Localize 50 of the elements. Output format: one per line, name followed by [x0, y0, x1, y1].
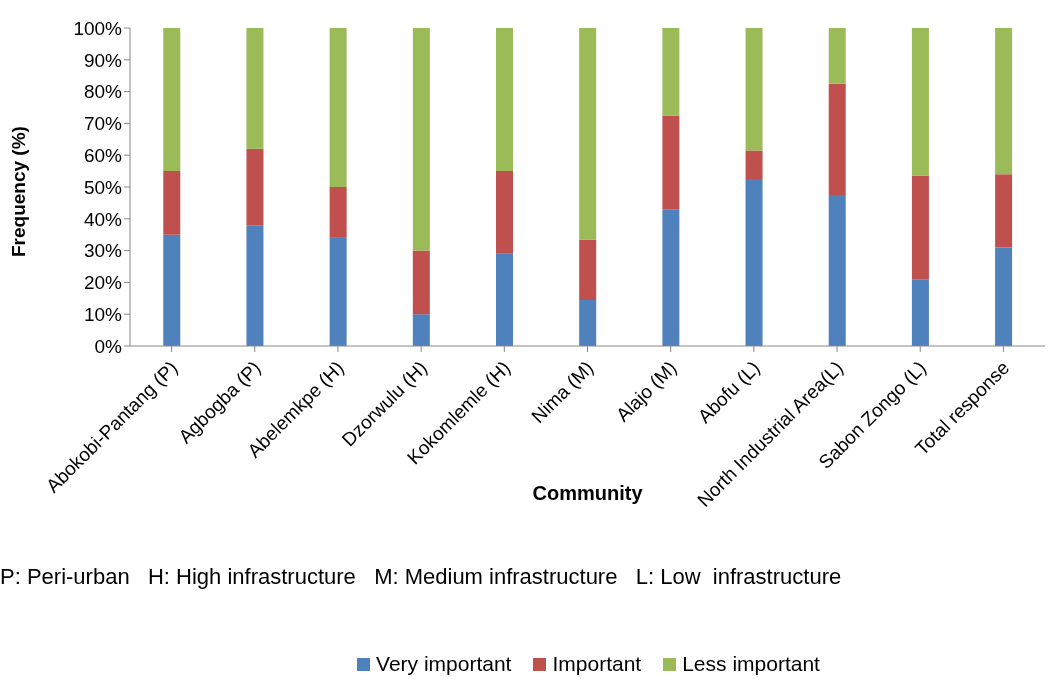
- bar: [329, 187, 347, 238]
- bar: [246, 148, 264, 226]
- bar: [579, 239, 597, 300]
- bar: [412, 250, 430, 315]
- bar: [579, 299, 597, 346]
- bar: [995, 247, 1013, 346]
- bar: [745, 150, 763, 180]
- bar: [911, 28, 929, 176]
- y-tick-label: 80%: [83, 81, 123, 103]
- bar: [579, 28, 597, 240]
- bar: [496, 28, 513, 172]
- y-axis-title: Frequency (%): [7, 126, 29, 257]
- bar: [496, 253, 513, 346]
- bar: [662, 115, 680, 210]
- bar: [163, 234, 181, 346]
- bar: [828, 28, 846, 84]
- bar: [496, 171, 513, 254]
- y-tick-label: 60%: [83, 144, 123, 166]
- y-tick-label: 100%: [73, 17, 123, 39]
- y-tick-label: 20%: [83, 272, 123, 294]
- y-tick-label: 10%: [83, 303, 123, 325]
- bar: [412, 28, 430, 251]
- bar: [995, 28, 1013, 175]
- y-tick-label: 90%: [83, 49, 123, 71]
- bar: [828, 83, 846, 195]
- y-tick-label: 0%: [94, 335, 123, 357]
- y-tick-label: 70%: [83, 113, 123, 135]
- bar: [662, 209, 680, 346]
- bar: [163, 171, 181, 235]
- y-tick-label: 30%: [83, 240, 123, 262]
- x-axis-title: Community: [532, 482, 644, 504]
- y-tick-label: 40%: [83, 208, 123, 230]
- bar: [412, 314, 430, 346]
- bar: [329, 28, 347, 187]
- bar: [163, 28, 181, 172]
- bar: [662, 28, 680, 116]
- bar: [329, 237, 347, 346]
- bar: [745, 179, 763, 346]
- bar: [995, 174, 1013, 248]
- bar: [246, 225, 264, 346]
- bar: [911, 279, 929, 346]
- legend-label: Important: [552, 652, 642, 676]
- legend-label: Less important: [682, 652, 820, 676]
- bar: [911, 175, 929, 280]
- bar: [828, 194, 846, 346]
- legend-label: Very important: [376, 652, 512, 676]
- text: P: Peri-urban H: High infrastructure M: Medium infrastructure L: Low infrastructure: [0, 564, 843, 590]
- y-tick-label: 50%: [83, 176, 123, 198]
- bar: [246, 28, 264, 149]
- bar: [745, 28, 763, 151]
